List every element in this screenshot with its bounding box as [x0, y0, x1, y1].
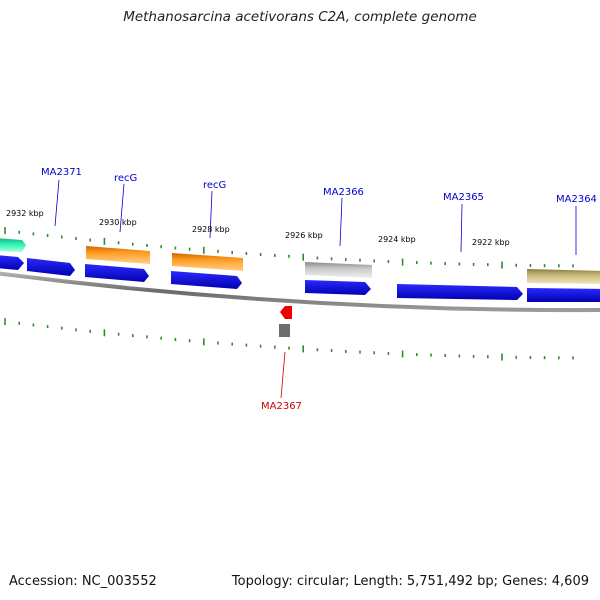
genome-backbone	[0, 271, 600, 313]
cds-arrow-5[interactable]	[305, 280, 371, 295]
genome-summary: Topology: circular; Length: 5,751,492 bp…	[231, 574, 589, 589]
position-label: 2930 kbp	[99, 218, 137, 227]
gene-label-ma2364[interactable]: MA2364	[556, 194, 597, 205]
gene-feature-teal[interactable]	[0, 238, 26, 252]
gene-feature-ma2364[interactable]	[527, 269, 600, 284]
cds-arrow-4[interactable]	[171, 271, 242, 289]
position-label: 2922 kbp	[472, 238, 510, 247]
cds-arrow-7[interactable]	[527, 288, 600, 302]
gene-label-recg-1[interactable]: recG	[114, 173, 137, 184]
tick-marks-outer	[4, 227, 574, 269]
cds-arrow-2[interactable]	[27, 258, 75, 276]
cds-arrow-3[interactable]	[85, 264, 149, 282]
gene-feature-recg-2[interactable]	[172, 253, 243, 271]
gene-feature-ma2367-red[interactable]	[280, 306, 292, 319]
gene-feature-ma2367-gray[interactable]	[279, 324, 290, 337]
cds-arrow-1[interactable]	[0, 255, 24, 270]
gene-feature-ma2366[interactable]	[305, 262, 372, 278]
gene-label-ma2371[interactable]: MA2371	[41, 167, 82, 178]
tick-marks-inner	[4, 318, 574, 361]
gene-feature-recg-1[interactable]	[86, 246, 150, 264]
position-label: 2924 kbp	[378, 235, 416, 244]
gene-label-ma2365[interactable]: MA2365	[443, 192, 484, 203]
position-label: 2928 kbp	[192, 225, 230, 234]
gene-label-ma2366[interactable]: MA2366	[323, 187, 364, 198]
accession-text: Accession: NC_003552	[9, 574, 157, 589]
gene-label-recg-2[interactable]: recG	[203, 180, 226, 191]
position-label: 2932 kbp	[6, 209, 44, 218]
position-label: 2926 kbp	[285, 231, 323, 240]
gene-label-ma2367[interactable]: MA2367	[261, 401, 302, 412]
map-title: Methanosarcina acetivorans C2A, complete…	[123, 9, 477, 25]
label-leader-lines	[54, 179, 577, 399]
cds-arrow-6[interactable]	[397, 284, 523, 300]
